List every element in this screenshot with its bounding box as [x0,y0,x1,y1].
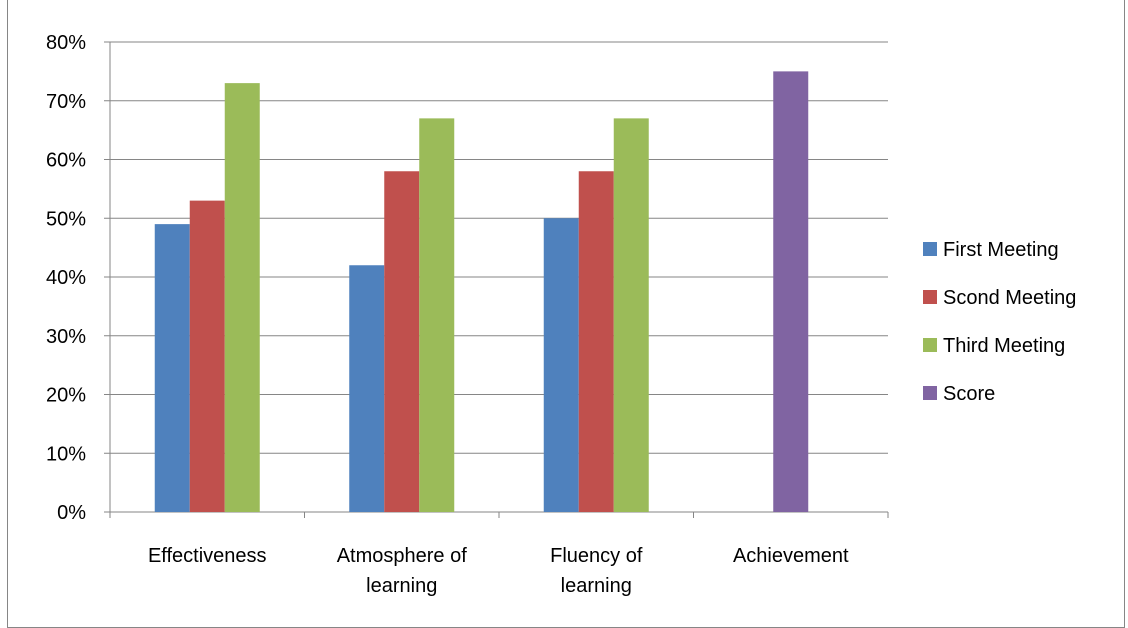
legend-swatch-0 [923,242,937,256]
bar-0-2 [224,83,260,512]
bar-1-2 [419,118,455,512]
y-tick-label-50: 50% [46,208,86,230]
y-tick-label-60: 60% [46,150,86,172]
bar-1-0 [349,265,385,512]
legend-label-3: Score [943,383,995,405]
bar-0-0 [154,224,190,512]
y-tick-label-30: 30% [46,326,86,348]
bar-1-1 [384,171,420,512]
bar-0-1 [189,200,225,512]
x-category-label-2-0: Fluency of [550,545,643,567]
y-tick-label-80: 80% [46,32,86,54]
y-tick-label-70: 70% [46,91,86,113]
bar-3-3 [773,71,809,512]
x-category-label-1-0: Atmosphere of [337,545,468,567]
legend-label-1: Scond Meeting [943,287,1076,309]
bar-2-0 [543,218,579,512]
legend-swatch-2 [923,338,937,352]
y-tick-label-0: 0% [57,502,86,524]
legend-label-0: First Meeting [943,239,1059,261]
x-category-label-2-1: learning [561,575,632,597]
bar-2-1 [578,171,614,512]
legend-label-2: Third Meeting [943,335,1065,357]
x-category-label-0-0: Effectiveness [148,545,267,567]
y-tick-label-20: 20% [46,385,86,407]
x-category-label-1-1: learning [366,575,437,597]
bar-2-2 [613,118,649,512]
legend-swatch-1 [923,290,937,304]
x-category-label-3-0: Achievement [733,545,849,567]
legend-swatch-3 [923,386,937,400]
y-tick-label-10: 10% [46,443,86,465]
y-tick-label-40: 40% [46,267,86,289]
